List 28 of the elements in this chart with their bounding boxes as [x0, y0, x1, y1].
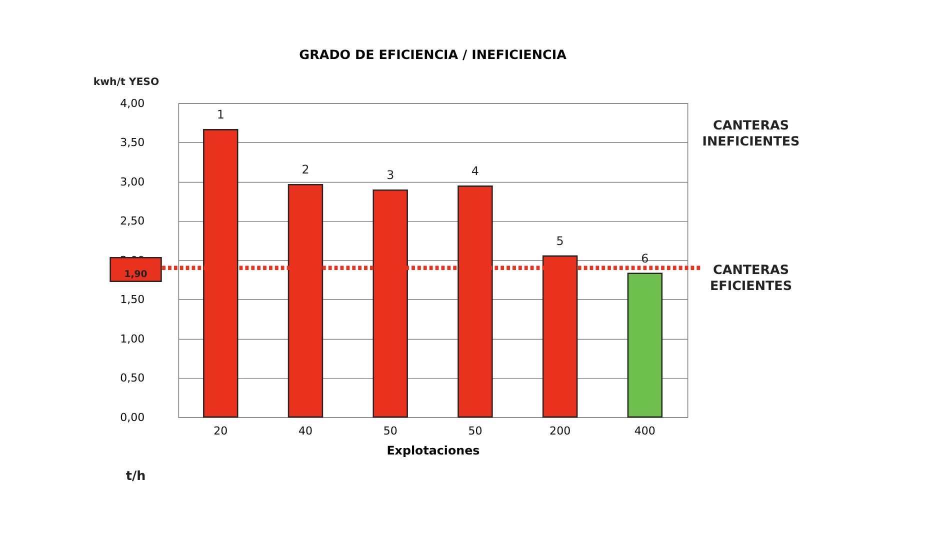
- text: CANTERAS INEFICIENTES: [702, 118, 800, 149]
- ref-line-label: 1,90: [124, 269, 148, 280]
- text: CANTERAS EFICIENTES: [710, 262, 792, 293]
- y-tick-label: 3,50: [120, 136, 145, 150]
- chart-title: GRADO DE EFICIENCIA / INEFICIENCIA: [299, 46, 567, 62]
- x-tick-label: 200: [550, 424, 571, 438]
- annotation: 2: [302, 162, 310, 177]
- y-tick-label: 0,00: [120, 410, 145, 424]
- y-tick-label: 0,50: [120, 372, 145, 385]
- bar: [627, 272, 663, 418]
- annotation: 6: [641, 251, 649, 266]
- annotation: 1: [216, 108, 224, 122]
- annotation: 5: [556, 234, 564, 248]
- y-tick-label: 1,00: [120, 332, 145, 346]
- y-axis-title: kwh/t YESO: [93, 77, 160, 88]
- y-tick-label: 3,00: [120, 175, 145, 188]
- x-tick-label: 400: [634, 424, 656, 438]
- annotation: 3: [386, 168, 394, 182]
- x-tick-label: 40: [298, 424, 313, 438]
- annotation: 4: [471, 164, 479, 178]
- text: t/h: [126, 468, 146, 483]
- x-tick-label: 50: [383, 424, 398, 438]
- y-tick-label: 4,00: [120, 96, 145, 110]
- x-tick-label: 20: [214, 424, 228, 438]
- y-tick-label: 1,50: [120, 293, 145, 306]
- x-tick-label: 50: [468, 424, 482, 438]
- x-axis-title: Explotaciones: [386, 444, 480, 458]
- y-tick-label: 2,50: [120, 214, 145, 228]
